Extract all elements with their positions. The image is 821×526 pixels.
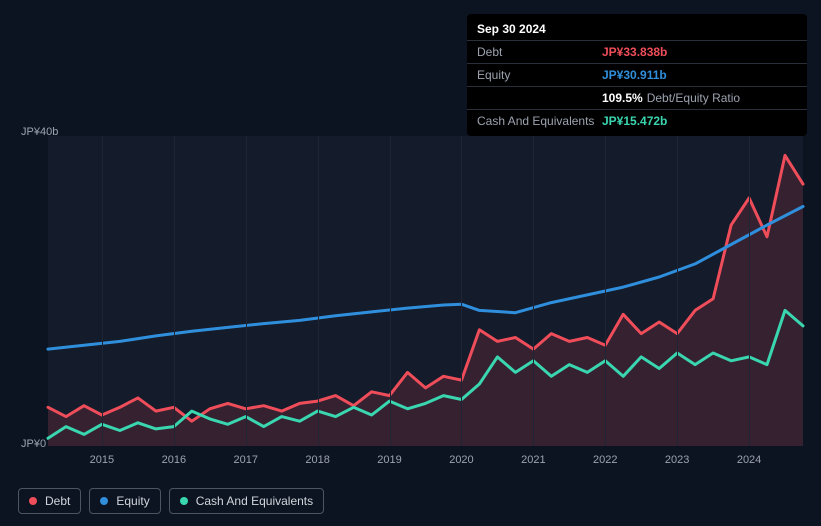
y-axis-label-min: JP¥0: [21, 438, 46, 450]
info-label: Cash And Equivalents: [477, 114, 602, 128]
info-value: 109.5%Debt/Equity Ratio: [602, 91, 797, 105]
x-axis-tick: 2020: [449, 454, 473, 466]
info-value: JP¥30.911b: [602, 68, 797, 82]
info-row: 109.5%Debt/Equity Ratio: [467, 87, 807, 110]
info-row: Cash And EquivalentsJP¥15.472b: [467, 110, 807, 132]
info-value: JP¥15.472b: [602, 114, 797, 128]
legend-dot-icon: [180, 497, 188, 505]
legend-dot-icon: [100, 497, 108, 505]
chart-area: JP¥40b JP¥0 2015201620172018201920202021…: [18, 126, 803, 476]
gridline-vertical: [605, 136, 606, 446]
gridline-vertical: [246, 136, 247, 446]
gridline-vertical: [390, 136, 391, 446]
gridline-vertical: [533, 136, 534, 446]
legend-item-equity[interactable]: Equity: [89, 488, 160, 514]
info-row: DebtJP¥33.838b: [467, 41, 807, 64]
info-label: Equity: [477, 68, 602, 82]
x-axis-tick: 2015: [90, 454, 114, 466]
x-axis-tick: 2016: [162, 454, 186, 466]
info-panel: Sep 30 2024 DebtJP¥33.838bEquityJP¥30.91…: [467, 14, 807, 136]
x-axis-tick: 2019: [377, 454, 401, 466]
info-row: EquityJP¥30.911b: [467, 64, 807, 87]
legend: Debt Equity Cash And Equivalents: [18, 488, 324, 514]
x-axis-tick: 2024: [737, 454, 761, 466]
gridline-vertical: [318, 136, 319, 446]
x-axis-tick: 2018: [305, 454, 329, 466]
gridline-vertical: [677, 136, 678, 446]
chart-lines: [48, 136, 803, 446]
gridline-vertical: [174, 136, 175, 446]
info-suffix: Debt/Equity Ratio: [647, 91, 740, 105]
legend-label: Debt: [45, 494, 70, 508]
legend-label: Cash And Equivalents: [196, 494, 313, 508]
legend-label: Equity: [116, 494, 149, 508]
info-label: Debt: [477, 45, 602, 59]
x-axis-tick: 2017: [233, 454, 257, 466]
gridline-vertical: [102, 136, 103, 446]
x-axis-tick: 2023: [665, 454, 689, 466]
x-axis-tick: 2021: [521, 454, 545, 466]
plot-area[interactable]: 2015201620172018201920202021202220232024: [48, 136, 803, 446]
gridline-vertical: [461, 136, 462, 446]
info-date: Sep 30 2024: [477, 22, 602, 36]
info-date-row: Sep 30 2024: [467, 18, 807, 41]
info-label: [477, 91, 602, 105]
info-value: JP¥33.838b: [602, 45, 797, 59]
gridline-vertical: [749, 136, 750, 446]
legend-item-cash-and-equivalents[interactable]: Cash And Equivalents: [169, 488, 324, 514]
legend-item-debt[interactable]: Debt: [18, 488, 81, 514]
legend-dot-icon: [29, 497, 37, 505]
x-axis-tick: 2022: [593, 454, 617, 466]
